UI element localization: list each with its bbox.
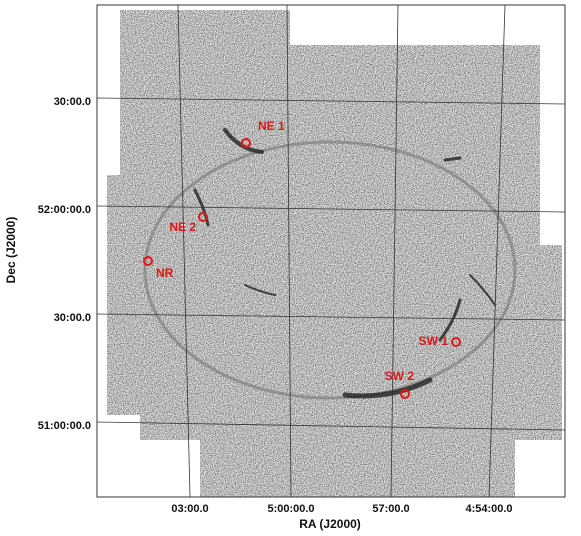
y-tick-label: 52:00:00.0 (38, 204, 91, 216)
sky-image (107, 10, 562, 497)
y-tick-label: 30:00.0 (54, 312, 91, 324)
region-label: NE 1 (258, 119, 285, 133)
region-marker (451, 337, 461, 347)
region-label: NR (156, 266, 174, 280)
frame (96, 4, 566, 498)
x-tick-label: 4:54:00.0 (465, 503, 512, 515)
region-label: SW 1 (419, 334, 449, 348)
coordinate-grid (96, 4, 566, 498)
region-marker (143, 256, 153, 266)
y-tick-label: 51:00:00.0 (38, 420, 91, 432)
region-label: SW 2 (385, 369, 415, 383)
x-axis-title: RA (J2000) (299, 517, 361, 531)
y-tick-label: 30:00.0 (54, 96, 91, 108)
x-tick-label: 03:00.0 (171, 503, 208, 515)
region-marker (400, 389, 410, 399)
x-tick-label: 5:00:00.0 (267, 503, 314, 515)
y-axis-title: Dec (J2000) (4, 217, 18, 284)
region-marker (198, 212, 208, 222)
region-marker (241, 138, 251, 148)
x-tick-label: 57:00.0 (372, 503, 409, 515)
region-label: NE 2 (169, 220, 196, 234)
